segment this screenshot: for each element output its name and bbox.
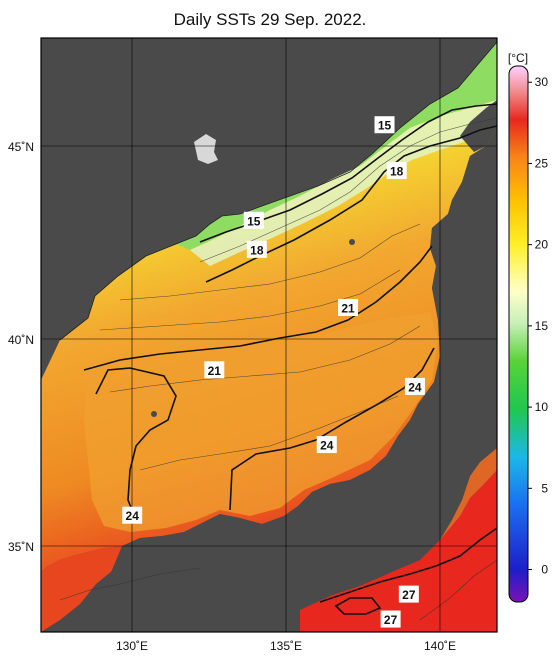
hokkaido-land: [460, 100, 497, 152]
contour-label: 21: [208, 364, 222, 378]
contour-label: 18: [250, 243, 264, 257]
isotherm-27-loop: [334, 597, 382, 615]
warm-water-core: [84, 312, 438, 532]
colorbar-tick-label: 15: [535, 319, 549, 333]
lat-label-40: 40˚N: [8, 333, 34, 347]
shikoku-land: [180, 566, 300, 606]
contour-label: 24: [320, 439, 334, 453]
pacific-warm-water: [440, 448, 497, 540]
lon-label-140: 140˚E: [424, 639, 456, 653]
isotherm-18: [205, 125, 497, 283]
sado-island: [420, 438, 436, 456]
contour-labels: 15 18 15 18 21 21 24 24 24 27 27: [122, 116, 425, 628]
graticule: [41, 38, 497, 632]
colorbar-tick-label: 25: [535, 156, 549, 170]
colorbar-tick-label: 0: [541, 563, 548, 577]
isotherm-27: [319, 527, 497, 603]
map-frame: [40, 37, 498, 633]
contour-label-box: [386, 161, 407, 179]
map-area: [41, 38, 497, 632]
honshu-land: [118, 128, 497, 566]
contour-label: 24: [126, 509, 140, 523]
contour-label-box: [338, 299, 359, 316]
contour-label-box: [374, 116, 395, 134]
contour-label: 27: [384, 613, 398, 627]
lake-khanka: [194, 134, 218, 164]
isotherm-24-west: [95, 367, 177, 521]
contour-label-box: [204, 361, 225, 379]
lon-label-135: 135˚E: [270, 639, 302, 653]
lat-label-45: 45˚N: [8, 140, 34, 154]
oki-islands: [324, 524, 342, 538]
mainland-coastline: [59, 41, 497, 341]
cold-water-band: [176, 42, 497, 250]
colorbar-unit: [°C]: [508, 51, 528, 65]
colorbar-scale: [508, 65, 529, 603]
colorbar-tick-label: 5: [541, 481, 548, 495]
island-north: [349, 239, 355, 245]
lat-label-35: 35˚N: [8, 540, 34, 554]
lon-label-130: 130˚E: [116, 639, 148, 653]
contour-label: 15: [247, 214, 261, 228]
contour-label-box: [122, 506, 143, 524]
colorbar-tick-label: 30: [535, 75, 549, 89]
contour-label: 15: [378, 119, 392, 133]
contour-label-box: [316, 436, 337, 454]
contour-label: 21: [341, 302, 355, 316]
contour-label: 24: [408, 380, 422, 394]
contour-label-box: [243, 211, 264, 229]
kyushu-land: [96, 546, 150, 632]
contour-label: 18: [390, 164, 404, 178]
minor-isotherms: [59, 117, 497, 621]
colorbar-ticks: 30 25 20 15 10 5 0: [528, 75, 549, 577]
contour-label-box: [246, 240, 267, 258]
colorbar: [°C] 30 25 20 15 10 5 0: [508, 51, 549, 603]
colorbar-tick-label: 10: [535, 400, 549, 414]
contour-label-box: [398, 585, 419, 603]
contour-label: 27: [402, 588, 416, 602]
contour-label-box: [380, 610, 401, 628]
sw-warm-water: [41, 546, 122, 632]
map-title: Daily SSTs 29 Sep. 2022.: [173, 10, 367, 29]
colorbar-tick-label: 20: [535, 238, 549, 252]
isotherm-21: [83, 245, 433, 371]
contour-label-box: [404, 377, 425, 395]
ulleungdo-island: [151, 411, 157, 417]
